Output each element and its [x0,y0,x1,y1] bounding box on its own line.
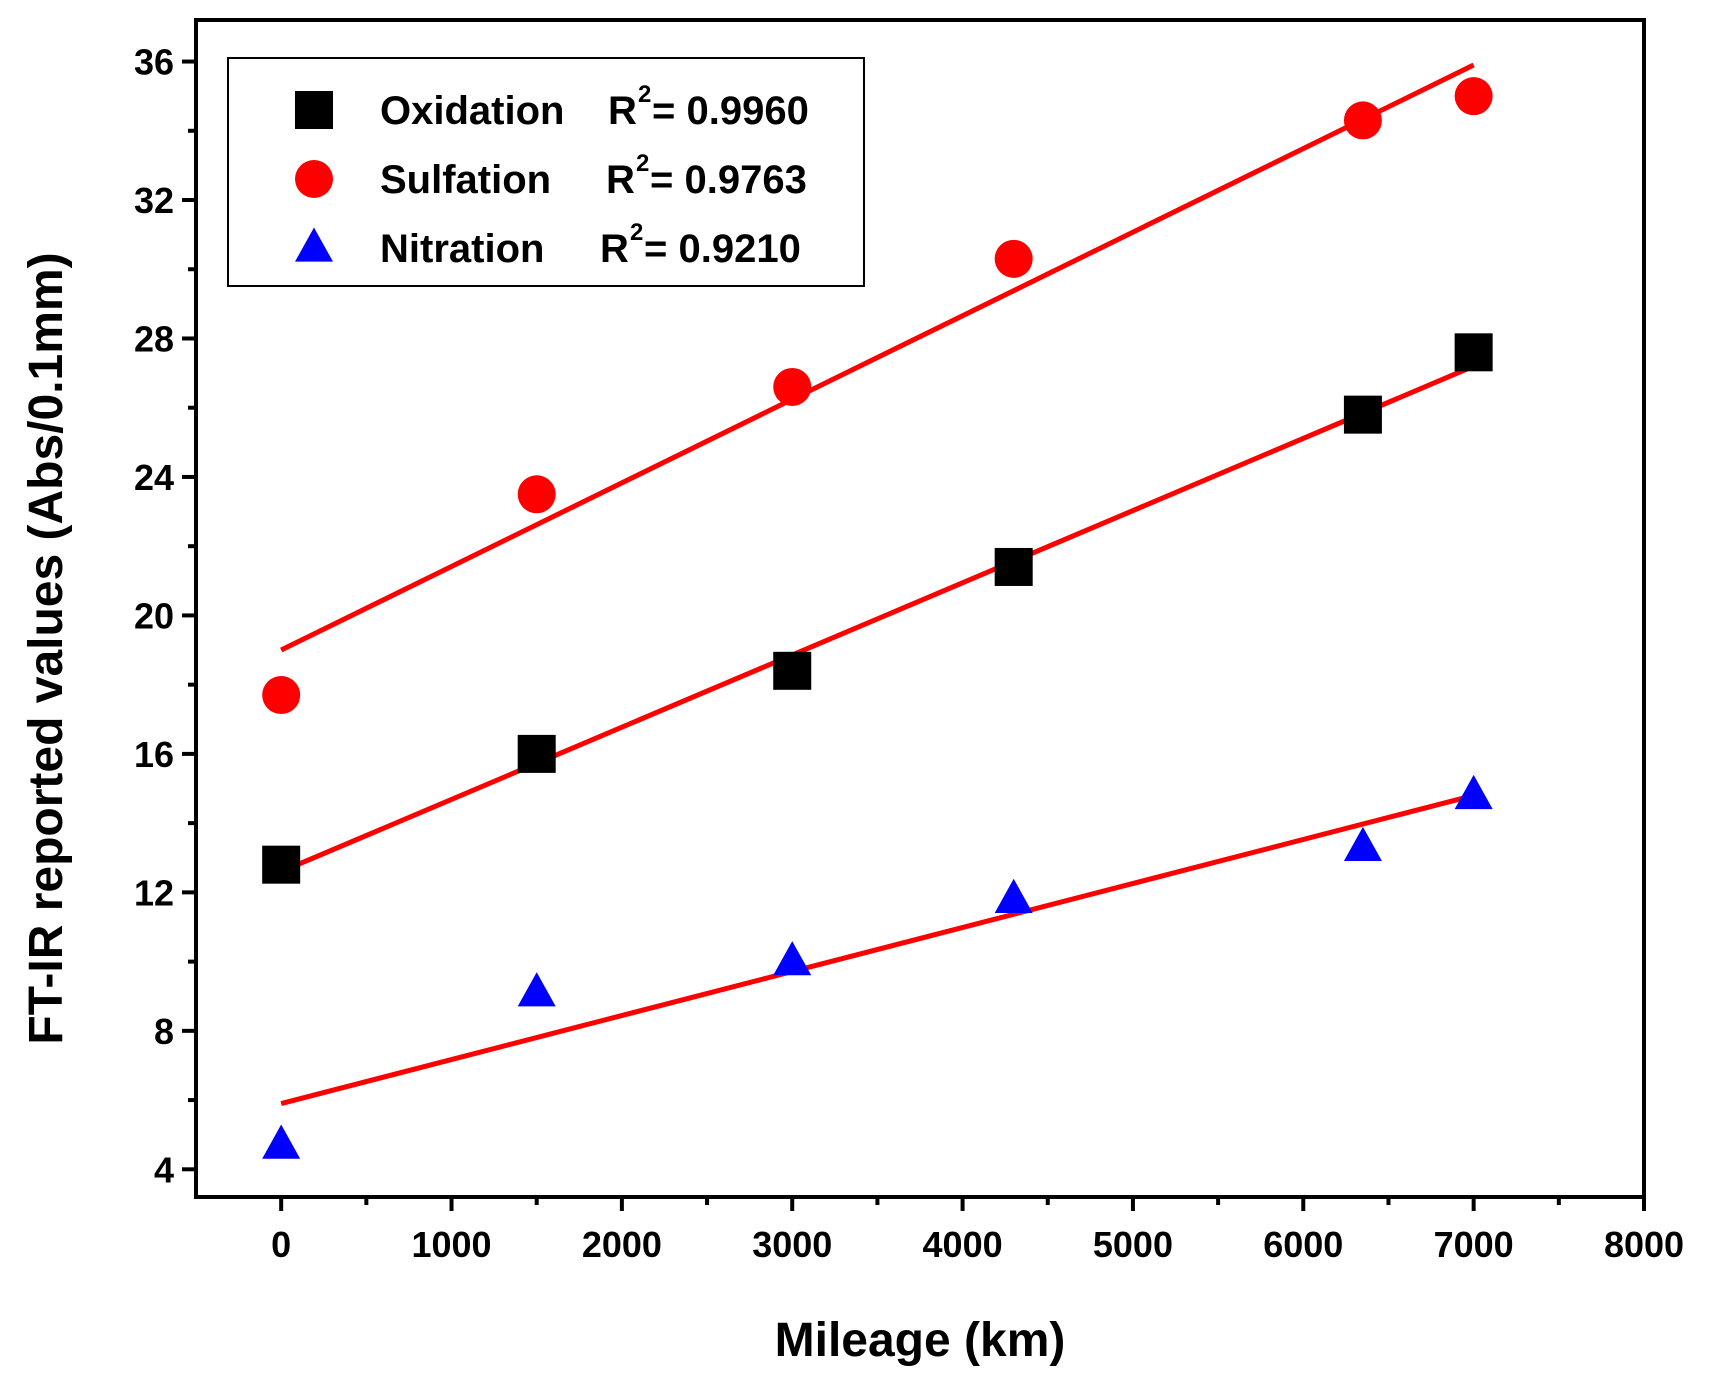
nitration-legend-marker [295,227,333,262]
nitration-legend-label: Nitration [380,227,544,271]
nitration-data-point [994,878,1033,913]
y-tick-label: 4 [154,1149,174,1190]
plot-frame [194,18,1646,1199]
x-tick-label: 0 [271,1224,291,1265]
x-tick-label: 7000 [1434,1224,1514,1265]
nitration-data-point [773,941,812,976]
oxidation-data-point [262,845,301,884]
oxidation-data-point [1343,395,1382,434]
legend-box [227,57,865,287]
sulfation-data-point [773,367,812,406]
sulfation-data-point [262,676,301,715]
nitration-data-point [1454,774,1493,810]
oxidation-data-point [1454,333,1493,372]
y-tick-label: 16 [134,734,174,775]
y-tick-label: 20 [134,595,174,636]
y-tick-label: 28 [134,318,174,359]
y-tick-label: 12 [134,872,174,913]
oxidation-fit-line [280,363,1475,874]
nitration-r2-label: R [600,227,629,271]
x-tick-label: 2000 [582,1224,662,1265]
oxidation-r2-label: R [608,89,637,133]
sulfation-legend-label: Sulfation [380,158,551,202]
sulfation-r2-superscript: 2 [636,150,649,177]
sulfation-data-point [1454,77,1493,116]
x-tick-label: 6000 [1263,1224,1343,1265]
sulfation-r2-value: = 0.9763 [650,158,807,202]
nitration-data-point [262,1124,301,1159]
oxidation-legend-label: Oxidation [380,89,564,133]
nitration-r2-value: = 0.9210 [644,227,801,271]
x-tick-label: 4000 [923,1224,1003,1265]
y-tick-label: 8 [154,1011,174,1052]
data-points-layer [262,77,1493,1159]
y-tick-label: 32 [134,180,174,221]
y-axis-title: FT-IR reported values (Abs/0.1mm) [20,252,73,1044]
x-axis-title: Mileage (km) [775,1314,1066,1367]
nitration-data-point [1343,826,1382,862]
x-tick-label: 5000 [1093,1224,1173,1265]
sulfation-data-point [994,239,1033,278]
oxidation-data-point [773,651,812,690]
y-tick-label: 36 [134,42,174,83]
sulfation-data-point [517,475,556,514]
sulfation-legend-marker [295,160,333,198]
oxidation-r2-value: = 0.9960 [652,89,809,133]
nitration-fit-line [280,793,1475,1106]
axes-layer: 0 1000 2000 3000 4000 5000 6000 7000 8000 4 8 12 16 2… [134,18,1684,1265]
sulfation-r2-label: R [606,158,635,202]
oxidation-data-point [994,547,1033,586]
oxidation-r2-superscript: 2 [638,81,651,108]
nitration-data-point [517,972,556,1007]
sulfation-data-point [1343,101,1382,140]
x-tick-label: 3000 [752,1224,832,1265]
oxidation-data-point [517,734,556,773]
x-tick-label: 8000 [1604,1224,1684,1265]
fit-lines-layer [280,62,1475,1106]
nitration-r2-superscript: 2 [630,219,643,246]
oxidation-legend-marker [295,91,333,129]
sulfation-fit-line [280,62,1475,653]
x-tick-label: 1000 [411,1224,491,1265]
y-tick-label: 24 [134,457,174,498]
